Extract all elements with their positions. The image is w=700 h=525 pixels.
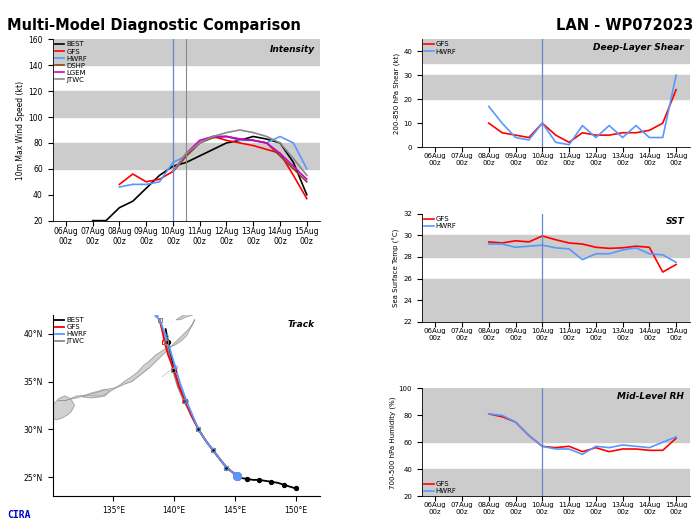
Polygon shape <box>59 320 195 401</box>
Legend: GFS, HWRF: GFS, HWRF <box>424 216 456 229</box>
Bar <box>52 143 320 169</box>
Text: CIRA: CIRA <box>7 510 31 520</box>
Text: Intensity: Intensity <box>270 45 315 54</box>
Legend: GFS, HWRF: GFS, HWRF <box>424 41 456 55</box>
Polygon shape <box>83 389 110 398</box>
Text: Mid-Level RH: Mid-Level RH <box>617 392 684 401</box>
Polygon shape <box>176 286 232 320</box>
Text: Multi-Model Diagnostic Comparison: Multi-Model Diagnostic Comparison <box>7 18 301 34</box>
Bar <box>422 235 690 257</box>
Bar <box>422 388 690 415</box>
Y-axis label: 10m Max Wind Speed (kt): 10m Max Wind Speed (kt) <box>17 80 25 180</box>
Bar <box>52 91 320 117</box>
Y-axis label: Sea Surface Temp (°C): Sea Surface Temp (°C) <box>393 228 400 307</box>
Bar <box>52 39 320 65</box>
Text: Deep-Layer Shear: Deep-Layer Shear <box>594 43 684 51</box>
Bar <box>422 279 690 322</box>
Legend: GFS, HWRF: GFS, HWRF <box>424 481 456 494</box>
Bar <box>422 469 690 496</box>
Polygon shape <box>52 396 74 420</box>
Legend: BEST, GFS, HWRF, DSHP, LGEM, JTWC: BEST, GFS, HWRF, DSHP, LGEM, JTWC <box>55 41 88 82</box>
Bar <box>422 75 690 99</box>
Y-axis label: 700-500 hPa Humidity (%): 700-500 hPa Humidity (%) <box>389 396 396 489</box>
Text: Track: Track <box>288 320 315 329</box>
Y-axis label: 200-850 hPa Shear (kt): 200-850 hPa Shear (kt) <box>394 52 400 134</box>
Bar <box>422 39 690 64</box>
Text: LAN - WP072023: LAN - WP072023 <box>556 18 693 34</box>
Bar <box>422 415 690 442</box>
Text: SST: SST <box>666 217 684 226</box>
Legend: BEST, GFS, HWRF, JTWC: BEST, GFS, HWRF, JTWC <box>55 317 88 344</box>
